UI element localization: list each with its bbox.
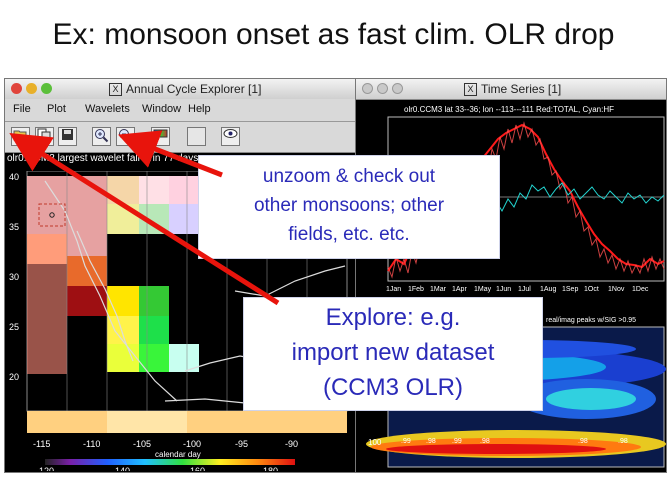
colorbar-tick: 180 — [263, 466, 278, 471]
timeseries-title-group: X Time Series [1] — [464, 82, 562, 97]
timeseries-title: Time Series [1] — [481, 82, 562, 96]
import-icon[interactable] — [35, 127, 54, 146]
unzoom-callout: unzoom & check out other monsoons; other… — [198, 155, 500, 259]
minimize-icon[interactable] — [26, 83, 37, 94]
x-tick: -90 — [285, 439, 298, 449]
colorbar-tick: 160 — [190, 466, 205, 471]
annual-cycle-explorer-window[interactable]: X Annual Cycle Explorer [1] File Plot Wav… — [4, 78, 361, 473]
x-tick: -105 — [133, 439, 151, 449]
timeseries-header: olr0.CCM3 lat 33--36; lon --113---111 Re… — [404, 105, 614, 114]
sig-label: .98 — [578, 438, 588, 445]
callout-line: other monsoons; other — [253, 195, 445, 216]
ts-x-tick: 1Mar — [430, 286, 447, 293]
minimize-icon[interactable] — [377, 83, 388, 94]
open-folder-icon[interactable] — [11, 127, 30, 146]
y-tick: 25 — [9, 322, 19, 332]
sig-label: .98 — [618, 438, 628, 445]
save-icon[interactable] — [58, 127, 77, 146]
slide-title: Ex: monsoon onset as fast clim. OLR drop — [52, 18, 615, 51]
callout-line: (CCM3 OLR) — [322, 374, 463, 401]
x11-icon: X — [464, 83, 477, 97]
callout-line: import new dataset — [291, 339, 495, 366]
ts-x-tick: 1Dec — [632, 286, 649, 293]
zoom-in-icon[interactable] — [92, 127, 111, 146]
callout-line: Explore: e.g. — [325, 304, 461, 331]
sig-label: .98 — [426, 438, 436, 445]
x-tick: -100 — [183, 439, 201, 449]
ts-x-tick: 1Jun — [496, 286, 511, 293]
close-icon[interactable] — [362, 83, 373, 94]
close-icon[interactable] — [11, 83, 22, 94]
zoom-out-icon[interactable] — [116, 127, 135, 146]
menu-window[interactable]: Window — [142, 103, 182, 115]
ts-x-tick: 1Oct — [584, 286, 599, 293]
y-tick: 40 — [9, 172, 19, 182]
y-tick: 35 — [9, 222, 19, 232]
x-axis-label: calendar day — [155, 450, 201, 459]
ts-x-tick: 1Jan — [386, 286, 401, 293]
time-series-window[interactable]: X Time Series [1] olr0.CCM3 lat 33--36; l… — [355, 78, 667, 473]
ts-x-tick: 1Sep — [562, 286, 578, 293]
sig-label: .99 — [401, 438, 411, 445]
maximize-icon[interactable] — [392, 83, 403, 94]
x11-icon: X — [109, 83, 122, 97]
ts-x-tick: 1Feb — [408, 286, 424, 293]
wavelet-header: real/imag peaks w/SIG >0.95 — [546, 317, 636, 324]
sig-label: .98 — [480, 438, 490, 445]
ts-x-tick: 1May — [474, 286, 492, 293]
colorbar — [45, 459, 295, 465]
blank-icon[interactable] — [187, 127, 206, 146]
sig-label: .99 — [452, 438, 462, 445]
ts-x-tick: 1Aug — [540, 286, 556, 293]
ts-x-tick: 1Nov — [608, 286, 625, 293]
colorbar-tick: 120 — [39, 466, 54, 471]
callout-line: unzoom & check out — [262, 166, 436, 187]
explorer-title-group: X Annual Cycle Explorer [1] — [109, 82, 262, 97]
ts-x-tick: 1Apr — [452, 286, 467, 293]
explorer-menubar: File Plot Wavelets Window Help — [5, 99, 360, 122]
x-tick: -115 — [33, 439, 50, 449]
menu-wavelets[interactable]: Wavelets — [85, 103, 130, 115]
y-tick: 30 — [9, 272, 19, 282]
explorer-titlebar[interactable]: X Annual Cycle Explorer [1] — [5, 79, 360, 100]
x-tick: -95 — [235, 439, 248, 449]
menu-plot[interactable]: Plot — [47, 103, 66, 115]
menu-file[interactable]: File — [13, 103, 31, 115]
menu-help[interactable]: Help — [188, 103, 211, 115]
y-tick: 20 — [9, 372, 19, 382]
explorer-title: Annual Cycle Explorer [1] — [126, 82, 262, 96]
maximize-icon[interactable] — [41, 83, 52, 94]
x-tick: -110 — [83, 439, 100, 449]
wavelet-y-tick: 100 — [368, 438, 382, 447]
colorbar-tick: 140 — [115, 466, 130, 471]
explore-callout: Explore: e.g. import new dataset (CCM3 O… — [243, 297, 543, 411]
eye-icon[interactable] — [221, 127, 240, 146]
callout-line: fields, etc. etc. — [288, 224, 410, 245]
colorbar-icon[interactable] — [151, 127, 170, 146]
explorer-toolbar — [5, 122, 360, 153]
ts-x-tick: 1Jul — [518, 286, 531, 293]
timeseries-titlebar[interactable]: X Time Series [1] — [356, 79, 666, 100]
